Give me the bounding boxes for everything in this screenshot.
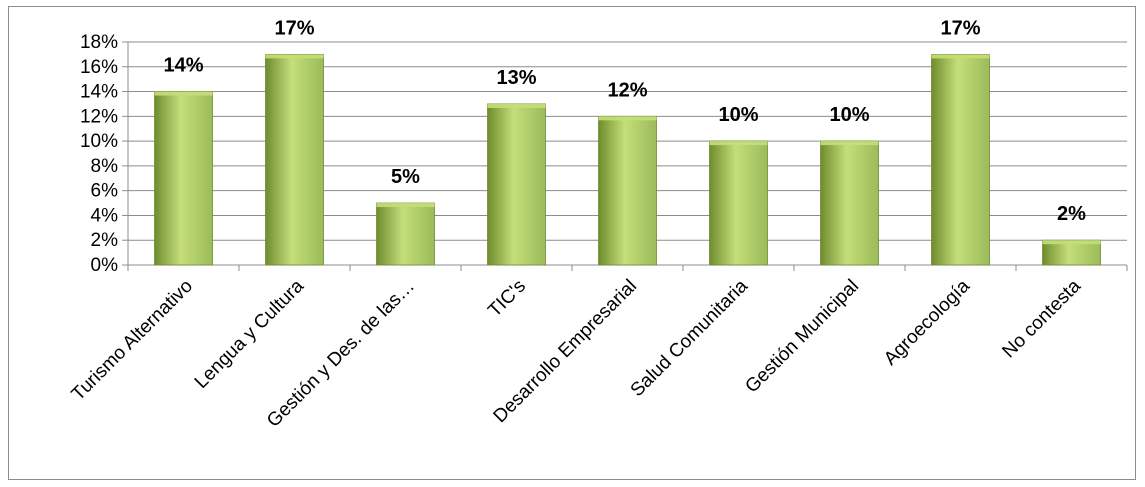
category-label: No contesta xyxy=(998,275,1085,362)
data-label: 10% xyxy=(829,104,869,126)
category-label: Turismo Alternativo xyxy=(68,276,197,405)
bar xyxy=(487,103,546,266)
bar-top-highlight xyxy=(820,141,879,146)
data-label: 5% xyxy=(391,166,420,188)
bars xyxy=(154,53,1101,266)
chart-frame: 0% 2% 4% 6% 8% 10% 12% 14% 16% 18% 14% Turismo Alte… xyxy=(8,6,1136,480)
category-label: Agroecología xyxy=(880,275,974,369)
bar xyxy=(265,53,324,266)
y-tick-label: 16% xyxy=(80,57,118,78)
y-tick-label: 12% xyxy=(80,106,118,127)
category-label: Salud Comunitaria xyxy=(627,275,753,401)
data-label: 10% xyxy=(718,104,758,126)
bar-top-highlight xyxy=(709,141,768,146)
bar-top-highlight xyxy=(265,54,324,59)
y-tick-label: 4% xyxy=(91,205,119,226)
y-tick-label: 14% xyxy=(80,82,118,103)
bar-chart: 0% 2% 4% 6% 8% 10% 12% 14% 16% 18% 14% Turismo Alte… xyxy=(68,17,1128,432)
y-tick-label: 6% xyxy=(91,181,119,202)
category-label: Lengua y Cultura xyxy=(191,275,308,392)
category-label: Gestión Municipal xyxy=(741,276,863,398)
data-label: 2% xyxy=(1057,203,1086,225)
y-tick-label: 8% xyxy=(91,156,119,177)
bar xyxy=(709,140,768,266)
y-tick-label: 0% xyxy=(91,255,119,276)
bar xyxy=(1042,239,1101,266)
y-tick-label: 2% xyxy=(91,230,119,251)
bar-top-highlight xyxy=(154,91,213,96)
bar-top-highlight xyxy=(487,103,546,108)
bar-top-highlight xyxy=(598,116,657,121)
data-label: 17% xyxy=(940,17,980,39)
bar-top-highlight xyxy=(376,203,435,208)
bar xyxy=(154,91,213,266)
bar xyxy=(931,53,990,266)
y-tick-label: 18% xyxy=(80,32,118,53)
bar xyxy=(820,140,879,266)
data-label: 17% xyxy=(274,17,314,39)
data-label: 12% xyxy=(607,79,647,101)
data-label: 14% xyxy=(163,55,203,77)
data-label: 13% xyxy=(496,67,536,89)
bar xyxy=(376,202,435,266)
category-label: TIC's xyxy=(484,276,530,322)
bar-top-highlight xyxy=(1042,240,1101,245)
bar-top-highlight xyxy=(931,54,990,59)
y-tick-label: 10% xyxy=(80,131,118,152)
bar xyxy=(598,115,657,266)
